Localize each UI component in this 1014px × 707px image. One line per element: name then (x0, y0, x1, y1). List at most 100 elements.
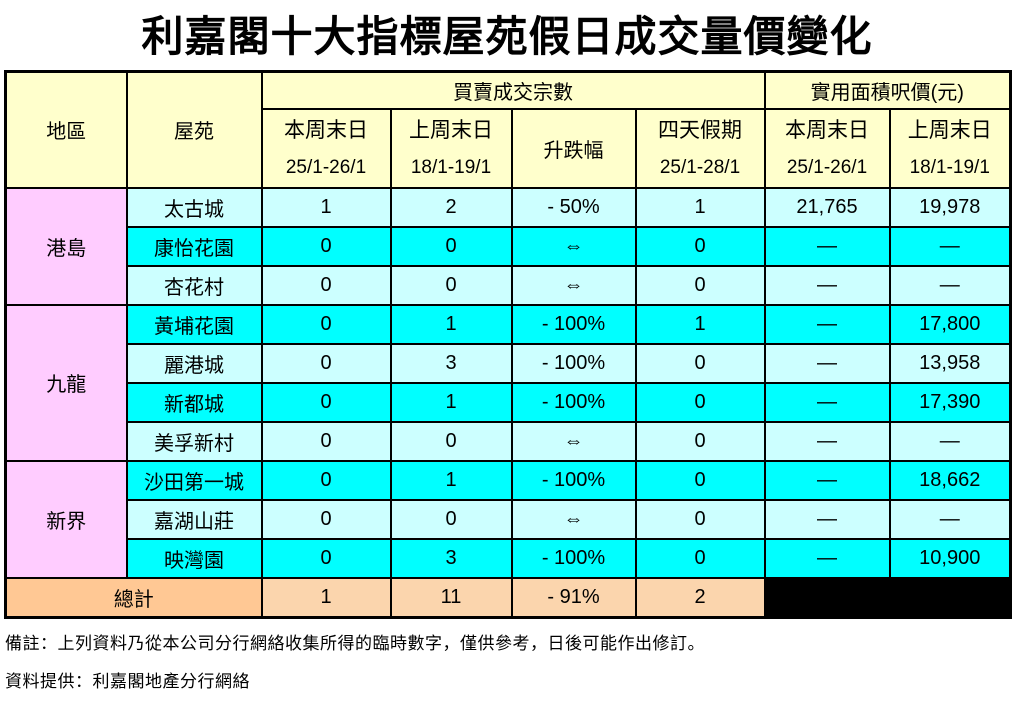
price-cell: — (763, 342, 891, 384)
value-cell: 1 (634, 186, 766, 228)
value-cell: 0 (634, 537, 766, 579)
value-cell: 0 (260, 264, 392, 306)
estate-cell: 麗港城 (125, 342, 263, 384)
price-cell: — (763, 264, 891, 306)
table-row: 新界 沙田第一城 0 1 - 100% 0 — 18,662 (4, 459, 1012, 579)
change-cell: - 100% (510, 459, 637, 501)
price-cell: — (763, 225, 891, 267)
price-cell: 18,662 (888, 459, 1012, 501)
estate-cell: 黃埔花園 (125, 303, 263, 345)
change-cell: - 50% (510, 186, 637, 228)
price-cell: — (888, 264, 1012, 306)
header-date: 18/1-19/1 (410, 157, 492, 178)
blackout-cell (763, 576, 1012, 619)
header-label: 上周末日 (409, 119, 493, 142)
value-cell: 0 (634, 381, 766, 423)
header-group-transactions: 買賣成交宗數 (260, 70, 766, 110)
total-value-cell: 2 (634, 576, 766, 619)
value-cell: 2 (389, 186, 513, 228)
header-label: 四天假期 (658, 119, 742, 142)
table-row: 麗港城 0 3 - 100% 0 — 13,958 (6, 342, 1012, 384)
header-date: 18/1-19/1 (909, 157, 990, 178)
header-label: 本周末日 (785, 119, 869, 142)
price-cell: — (888, 420, 1012, 462)
estate-cell: 杏花村 (125, 264, 263, 306)
value-cell: 0 (389, 264, 513, 306)
price-cell: — (763, 537, 891, 579)
header-district: 地區 (4, 70, 128, 189)
value-cell: 0 (260, 537, 392, 579)
value-cell: 0 (389, 420, 513, 462)
header-this-weekend-count: 本周末日 25/1-26/1 (260, 107, 392, 189)
price-cell: — (763, 303, 891, 345)
value-cell: 1 (389, 381, 513, 423)
estate-cell: 沙田第一城 (125, 459, 263, 501)
total-value-cell: 11 (389, 576, 513, 619)
price-cell: — (763, 459, 891, 501)
price-cell: 13,958 (888, 342, 1012, 384)
value-cell: 0 (634, 264, 766, 306)
table-row: 康怡花園 0 0 ⇔ 0 — — (6, 225, 1012, 267)
header-change: 升跌幅 (510, 107, 637, 189)
change-cell: - 100% (510, 303, 637, 345)
header-four-day-holiday: 四天假期 25/1-28/1 (634, 107, 766, 189)
header-date: 25/1-26/1 (786, 157, 868, 178)
table-row: 嘉湖山莊 0 0 ⇔ 0 — — (6, 498, 1012, 540)
holiday-transactions-table: 地區 屋苑 買賣成交宗數 實用面積呎價(元) 本周末日 25/1-26/1 上周… (4, 70, 1013, 619)
estate-cell: 康怡花園 (125, 225, 263, 267)
district-cell-new-territories: 新界 (4, 459, 128, 579)
price-cell: 21,765 (763, 186, 891, 228)
district-cell-hong-kong-island: 港島 (4, 186, 128, 306)
footnote-remark: 備註：上列資料乃從本公司分行網絡收集所得的臨時數字，僅供參考，日後可能作出修訂。 (5, 634, 705, 653)
price-cell: — (888, 498, 1012, 540)
value-cell: 0 (260, 420, 392, 462)
page-title: 利嘉閣十大指標屋苑假日成交量價變化 (141, 13, 873, 60)
value-cell: 1 (634, 303, 766, 345)
table-row: 九龍 黃埔花園 0 1 - 100% 1 — 17,800 (4, 303, 1012, 462)
estate-cell: 嘉湖山莊 (125, 498, 263, 540)
price-cell: — (763, 381, 891, 423)
change-cell: ⇔ (510, 225, 637, 267)
table-row: 美孚新村 0 0 ⇔ 0 — — (6, 420, 1012, 462)
header-date: 25/1-26/1 (285, 157, 367, 178)
district-cell-kowloon: 九龍 (4, 303, 128, 462)
change-cell: ⇔ (510, 420, 637, 462)
value-cell: 3 (389, 537, 513, 579)
estate-cell: 新都城 (125, 381, 263, 423)
value-cell: 0 (260, 342, 392, 384)
total-row: 總計 1 11 - 91% 2 (4, 576, 1012, 619)
price-cell: — (763, 498, 891, 540)
estate-cell: 太古城 (125, 186, 263, 228)
header-date: 25/1-28/1 (659, 157, 741, 178)
value-cell: 1 (389, 459, 513, 501)
price-cell: — (888, 225, 1012, 267)
value-cell: 0 (260, 459, 392, 501)
value-cell: 0 (260, 303, 392, 345)
value-cell: 0 (389, 225, 513, 267)
change-cell: ⇔ (510, 498, 637, 540)
value-cell: 3 (389, 342, 513, 384)
total-label: 總計 (4, 576, 263, 619)
table-row: 杏花村 0 0 ⇔ 0 — — (6, 264, 1012, 306)
header-last-weekend-price: 上周末日 18/1-19/1 (888, 107, 1012, 189)
price-cell: 17,800 (888, 303, 1012, 345)
value-cell: 0 (260, 498, 392, 540)
value-cell: 0 (634, 459, 766, 501)
value-cell: 0 (260, 225, 392, 267)
change-cell: - 100% (510, 537, 637, 579)
total-change-cell: - 91% (510, 576, 637, 619)
value-cell: 0 (389, 498, 513, 540)
total-value-cell: 1 (260, 576, 392, 619)
value-cell: 0 (634, 342, 766, 384)
value-cell: 1 (260, 186, 392, 228)
estate-cell: 映灣園 (125, 537, 263, 579)
value-cell: 0 (634, 498, 766, 540)
value-cell: 0 (260, 381, 392, 423)
change-cell: - 100% (510, 342, 637, 384)
header-this-weekend-price: 本周末日 25/1-26/1 (763, 107, 891, 189)
footnote-source: 資料提供：利嘉閣地產分行網絡 (5, 672, 250, 691)
price-cell: — (763, 420, 891, 462)
table-row: 映灣園 0 3 - 100% 0 — 10,900 (6, 537, 1012, 579)
header-label: 上周末日 (907, 119, 992, 142)
price-cell: 17,390 (888, 381, 1012, 423)
